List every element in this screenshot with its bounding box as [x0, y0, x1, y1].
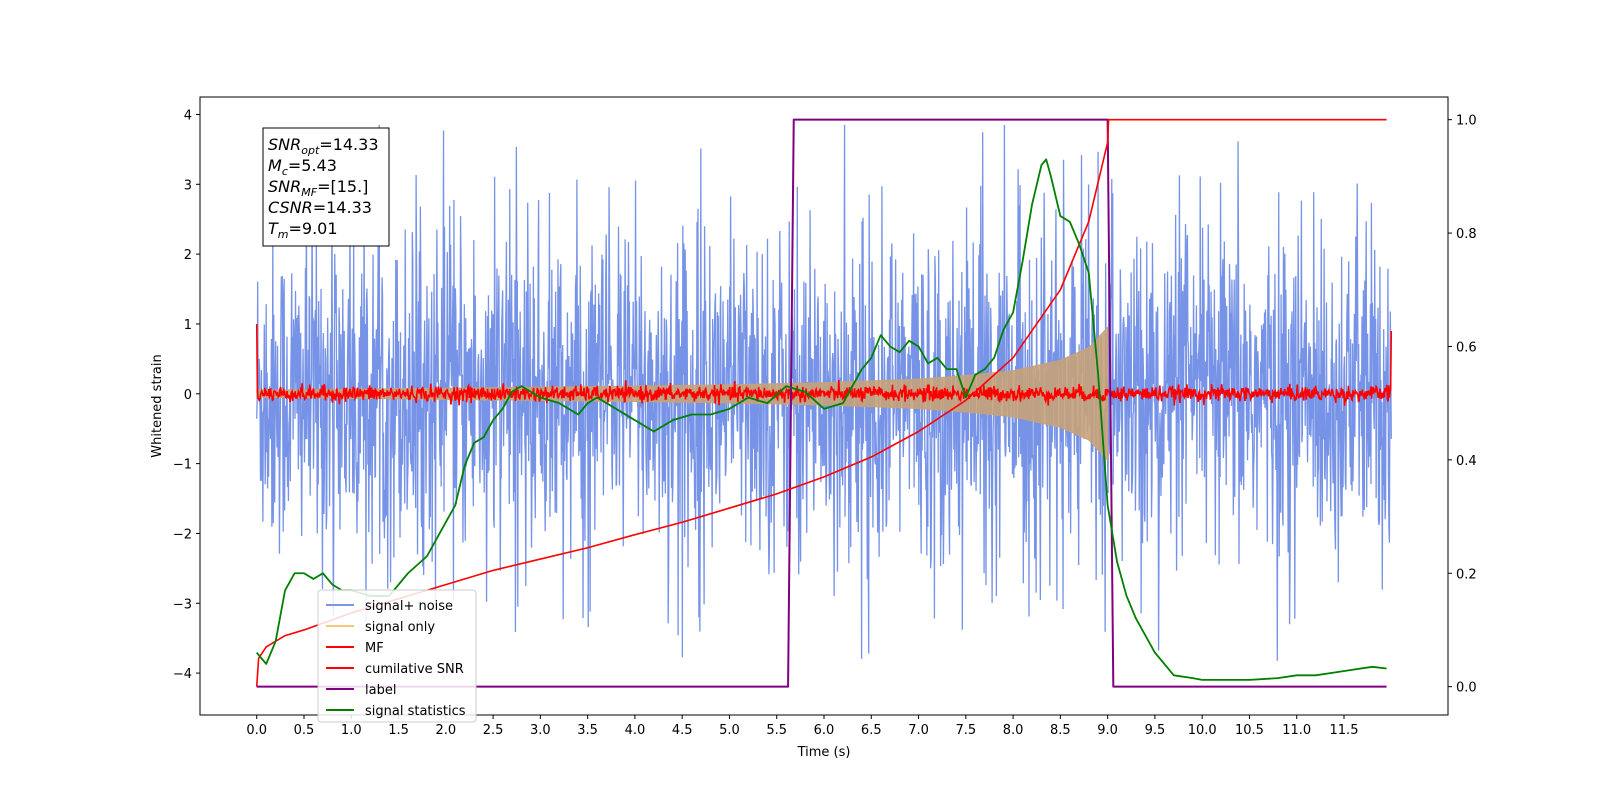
annotation-line: SNRMF=[15.] — [268, 177, 368, 199]
stats-annotation-box: SNRopt=14.33Mc=5.43SNRMF=[15.]CSNR=14.33… — [262, 127, 390, 247]
x-tick-label: 2.5 — [483, 723, 504, 738]
x-tick-label: 1.0 — [341, 723, 362, 738]
legend-label: label — [365, 683, 396, 698]
y-tick-label: 1 — [184, 318, 192, 333]
annotation-symbol: T — [268, 219, 279, 238]
series-cumulative-snr — [255, 118, 1387, 687]
x-tick-label: 11.5 — [1330, 723, 1359, 738]
x-tick-label: 10.5 — [1235, 723, 1264, 738]
y-tick-label: 2 — [184, 248, 192, 263]
annotation-value: =9.01 — [289, 219, 338, 238]
x-tick-label: 10.0 — [1188, 723, 1217, 738]
annotation-value: =[15.] — [317, 177, 368, 196]
series-label — [256, 118, 1387, 688]
x-tick-label: 0.0 — [246, 723, 267, 738]
legend-label: MF — [365, 641, 384, 656]
series-mf — [255, 323, 1393, 406]
y2-tick-label: 0.8 — [1456, 227, 1477, 242]
legend: signal+ noise signal only MF cumilative SNR… — [317, 589, 477, 723]
annotation-subscript: MF — [301, 186, 317, 199]
x-tick-label: 5.0 — [719, 723, 740, 738]
legend-label: cumilative SNR — [365, 662, 464, 677]
x-tick-label: 3.5 — [577, 723, 598, 738]
x-tick-label: 9.0 — [1097, 723, 1118, 738]
y-tick-label: 4 — [184, 108, 192, 123]
plot-area-series — [255, 118, 1393, 688]
annotation-symbol: SNR — [268, 135, 301, 154]
y-axis-label: Whitened strain — [150, 354, 165, 457]
y2-tick-label: 0.4 — [1456, 454, 1477, 469]
x-tick-label: 11.0 — [1282, 723, 1311, 738]
x-tick-label: 8.0 — [1003, 723, 1024, 738]
x-tick-label: 2.0 — [435, 723, 456, 738]
legend-label: signal+ noise — [365, 599, 453, 614]
x-tick-label: 4.5 — [672, 723, 693, 738]
x-axis-label: Time (s) — [797, 745, 851, 760]
annotation-value: =14.33 — [319, 135, 378, 154]
annotation-subscript: opt — [301, 144, 320, 157]
annotation-value: =5.43 — [288, 156, 337, 175]
y-tick-label: −1 — [173, 458, 192, 473]
annotation-line: SNRopt=14.33 — [268, 135, 379, 157]
annotation-line: Mc=5.43 — [268, 156, 337, 178]
y2-tick-label: 0.6 — [1456, 340, 1477, 355]
x-tick-label: 6.5 — [861, 723, 882, 738]
y2-tick-label: 1.0 — [1456, 114, 1477, 129]
legend-frame — [317, 589, 477, 723]
y2-tick-label: 0.2 — [1456, 567, 1477, 582]
annotation-line: CSNR=14.33 — [268, 198, 372, 217]
annotation-symbol: M — [268, 156, 282, 175]
y-tick-label: 0 — [184, 388, 192, 403]
y-tick-label: −4 — [173, 667, 192, 682]
x-tick-label: 7.0 — [908, 723, 929, 738]
y2-tick-label: 0.0 — [1456, 681, 1477, 696]
y-tick-label: −3 — [173, 597, 192, 612]
x-tick-label: 5.5 — [766, 723, 787, 738]
axes: 0.0 0.5 1.0 1.5 2.0 2.5 3.0 3.5 4.0 4.5 5.0 5.5 6.0 6… — [173, 108, 1477, 738]
legend-label: signal only — [365, 620, 435, 635]
x-tick-label: 9.5 — [1145, 723, 1166, 738]
y-tick-label: −2 — [173, 527, 192, 542]
annotation-line: Tm=9.01 — [268, 219, 338, 241]
x-tick-label: 1.5 — [388, 723, 409, 738]
x-tick-label: 3.0 — [530, 723, 551, 738]
y-tick-label: 3 — [184, 178, 192, 193]
annotation-subscript: c — [282, 165, 288, 178]
annotation-frame — [262, 127, 390, 247]
annotation-subscript: m — [278, 228, 289, 241]
annotation-value: =14.33 — [313, 198, 372, 217]
x-tick-label: 7.5 — [955, 723, 976, 738]
x-tick-label: 0.5 — [294, 723, 315, 738]
x-tick-label: 6.0 — [814, 723, 835, 738]
x-tick-label: 8.5 — [1050, 723, 1071, 738]
legend-label: signal statistics — [365, 704, 466, 719]
annotation-symbol: CSNR — [268, 198, 313, 217]
series-signal-statistics — [256, 158, 1387, 681]
x-tick-label: 4.0 — [625, 723, 646, 738]
annotation-symbol: SNR — [268, 177, 301, 196]
